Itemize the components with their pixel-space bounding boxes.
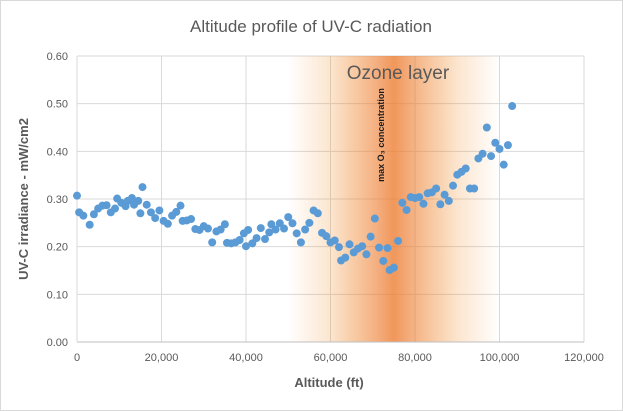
data-point [436,200,445,209]
y-tick-label: 0.40 [47,146,68,158]
data-point [89,210,98,219]
data-point [142,200,151,209]
x-tick-label: 60,000 [314,352,348,364]
y-tick-label: 0.60 [47,51,68,63]
data-point [358,242,367,251]
data-point [208,238,217,247]
data-point [322,232,331,241]
data-point [440,190,449,199]
data-point [292,229,301,238]
data-point [345,240,354,249]
data-point [370,214,379,223]
data-point [449,181,458,190]
data-point [136,209,145,218]
data-point [203,224,212,233]
y-tick-label: 0.10 [47,289,68,301]
data-point [305,218,314,227]
data-point [362,250,371,259]
data-point [419,199,428,208]
chart-title: Altitude profile of UV-C radiation [190,17,432,36]
data-point [288,219,297,228]
y-tick-label: 0.00 [47,337,68,349]
data-point [499,160,508,169]
data-point [176,201,185,210]
max-o3-concentration-label: max O₃ concentration [376,88,386,182]
data-point [503,141,512,150]
data-point [487,152,496,161]
data-point [280,224,289,233]
data-point [375,243,384,252]
ozone-band-rect [288,56,500,342]
data-point [389,263,398,272]
data-point [478,149,487,158]
data-point [432,184,441,193]
data-point [444,196,453,205]
data-point [102,201,111,210]
y-axis-title: UV-C irradiance - mW/cm2 [16,118,31,280]
data-point [482,123,491,132]
data-point [235,235,244,244]
data-point [379,256,388,265]
data-point [330,236,339,245]
data-point [79,211,88,220]
y-tick-label: 0.30 [47,194,68,206]
ozone-band [288,56,500,342]
data-point [383,244,392,253]
data-point [265,228,274,237]
data-point [495,144,504,153]
data-point [134,196,143,205]
y-tick-label: 0.20 [47,242,68,254]
data-point [402,205,411,214]
data-point [256,224,265,233]
data-point [415,193,424,202]
data-point [163,219,172,228]
data-point [394,236,403,245]
data-point [261,235,270,244]
x-tick-labels: 0 20,000 40,000 60,000 80,000 100,000 120,000 [74,352,604,364]
y-tick-labels: 0.00 0.10 0.20 0.30 0.40 0.50 0.60 [47,51,68,349]
data-point [271,225,280,234]
data-point [491,138,500,147]
x-tick-label: 40,000 [229,352,263,364]
data-point [73,191,81,200]
x-tick-label: 100,000 [480,352,520,364]
data-point [341,253,350,262]
data-point [508,102,517,111]
data-point [398,198,407,207]
data-point [155,206,164,215]
data-point [252,234,261,243]
ozone-layer-label: Ozone layer [347,63,450,84]
data-point [187,215,196,224]
data-point [138,183,147,192]
data-point [172,207,181,216]
data-point [85,220,94,229]
data-point [220,220,229,229]
x-tick-label: 80,000 [398,352,432,364]
data-point [151,214,160,223]
data-point [366,232,375,241]
data-point [242,242,250,251]
x-axis-title: Altitude (ft) [294,375,363,390]
x-tick-label: 20,000 [145,352,179,364]
data-point [296,238,305,247]
x-tick-label: 120,000 [564,352,604,364]
data-point [461,164,470,173]
data-point [284,213,293,222]
data-point [470,184,479,193]
data-point [301,225,310,234]
data-point [313,209,322,218]
data-point [334,243,343,252]
data-point [127,194,136,203]
data-points [73,102,517,275]
data-point [146,208,155,217]
data-point [244,225,253,234]
data-point [111,204,120,213]
y-tick-label: 0.50 [47,99,68,111]
x-tick-label: 0 [74,352,80,364]
